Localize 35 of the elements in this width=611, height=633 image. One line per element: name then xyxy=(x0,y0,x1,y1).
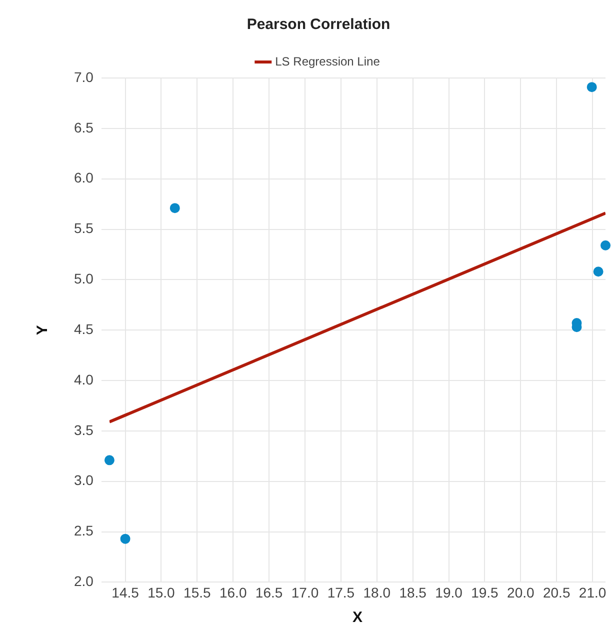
point xyxy=(593,266,604,277)
x-tick-label: 19.5 xyxy=(471,584,499,600)
y-tick-label: 7.0 xyxy=(74,68,94,85)
x-tick-label: 15.5 xyxy=(184,584,212,600)
y-tick-label: 2.0 xyxy=(74,573,94,590)
x-tick-label: 18.0 xyxy=(363,584,391,600)
x-tick-label: 17.5 xyxy=(327,584,355,600)
x-tick-label: 16.5 xyxy=(255,584,283,600)
chart-title: Pearson Correlation xyxy=(246,16,390,34)
y-tick-label: 4.5 xyxy=(74,320,94,337)
point xyxy=(600,240,610,250)
point xyxy=(586,82,597,92)
y-tick-label: 2.5 xyxy=(74,522,94,539)
point xyxy=(104,455,114,466)
point xyxy=(170,203,180,214)
x-axis-title: X xyxy=(352,609,362,626)
y-tick-label: 6.0 xyxy=(74,170,94,186)
x-tick-label: 18.5 xyxy=(399,584,427,600)
x-tick-label: 21.0 xyxy=(578,584,606,600)
legend-label: LS Regression Line xyxy=(275,54,380,68)
y-tick-label: 3.5 xyxy=(74,422,94,438)
x-tick-label: 14.5 xyxy=(112,584,140,600)
x-tick-label: 20.0 xyxy=(507,584,535,600)
x-tick-label: 15.0 xyxy=(148,584,176,600)
y-tick-label: 6.5 xyxy=(74,119,94,136)
point xyxy=(120,534,130,544)
y-tick-label: 5.5 xyxy=(74,220,94,236)
y-axis-title: Y xyxy=(34,325,52,336)
x-tick-label: 16.0 xyxy=(219,584,247,600)
x-tick-label: 20.5 xyxy=(542,584,570,600)
x-tick-label: 19.0 xyxy=(435,584,463,600)
x-tick-label: 17.0 xyxy=(291,584,319,600)
y-tick-label: 5.0 xyxy=(74,270,94,287)
y-tick-label: 4.0 xyxy=(74,371,94,388)
y-tick-label: 3.0 xyxy=(74,472,94,488)
